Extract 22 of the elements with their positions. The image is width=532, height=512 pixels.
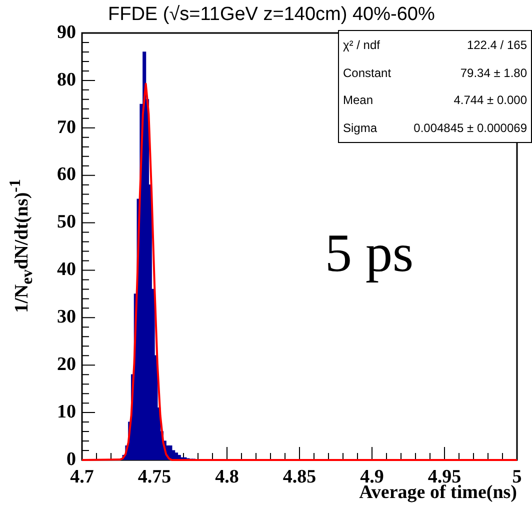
annotation: 122.4 / 165 [466,36,528,54]
y-tick-label: 10 [57,401,76,422]
y-tick-label: 90 [57,22,76,43]
y-tick-label: 60 [57,164,76,186]
y-tick-label: 40 [57,259,76,280]
annotation: χ² / ndf [342,36,381,54]
annotation: 79.34 ± 1.80 [459,64,528,82]
x-tick-label: 4.8 [215,466,239,488]
annotation: Sigma [342,120,378,138]
x-tick-label: 4.85 [282,466,316,488]
y-tick-label: 20 [57,354,76,376]
y-tick-label: 50 [57,212,76,233]
annotation: 5 ps [325,222,414,284]
annotation: Mean [342,92,374,110]
annotation: 0.004845 ± 0.000069 [412,120,528,138]
y-tick-label: 30 [57,306,76,328]
annotation: 4.744 ± 0.000 [452,92,528,110]
annotation: Constant [342,64,392,82]
chart-title: FFDE (√s=11GeV z=140cm) 40%-60% [108,4,435,26]
y-tick-label: 70 [57,116,76,138]
x-tick-label: 4.75 [138,466,172,488]
y-tick-label: 80 [57,69,76,90]
